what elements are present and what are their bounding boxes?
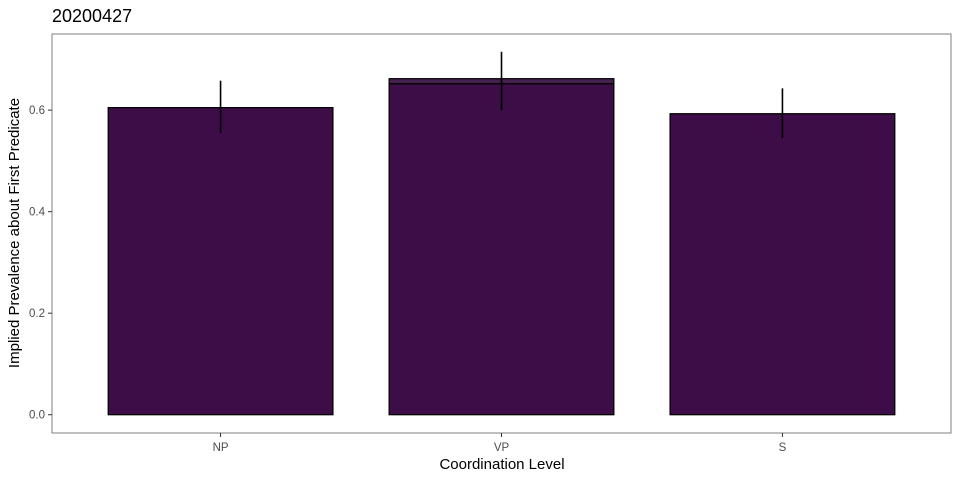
x-axis: NP VP S (213, 433, 787, 454)
errorbars-layer (219, 51, 784, 139)
y-axis-title: Implied Prevalence about First Predicate (6, 98, 23, 368)
bar-vp (388, 83, 615, 416)
bar-np (107, 107, 334, 416)
bars-layer (107, 78, 896, 416)
y-tick-label: 0.4 (29, 207, 46, 219)
bar-s (669, 113, 896, 416)
y-tick-label: 0.0 (29, 410, 45, 422)
x-axis-title: Coordination Level (439, 456, 564, 473)
x-tick-label: NP (213, 442, 229, 454)
y-tick-label: 0.2 (29, 308, 45, 320)
chart-title: 20200427 (52, 6, 132, 26)
y-axis: 0.0 0.2 0.4 0.6 (29, 105, 52, 422)
y-tick-label: 0.6 (29, 105, 45, 117)
x-tick-label: VP (494, 442, 510, 454)
x-tick-label: S (779, 442, 787, 454)
